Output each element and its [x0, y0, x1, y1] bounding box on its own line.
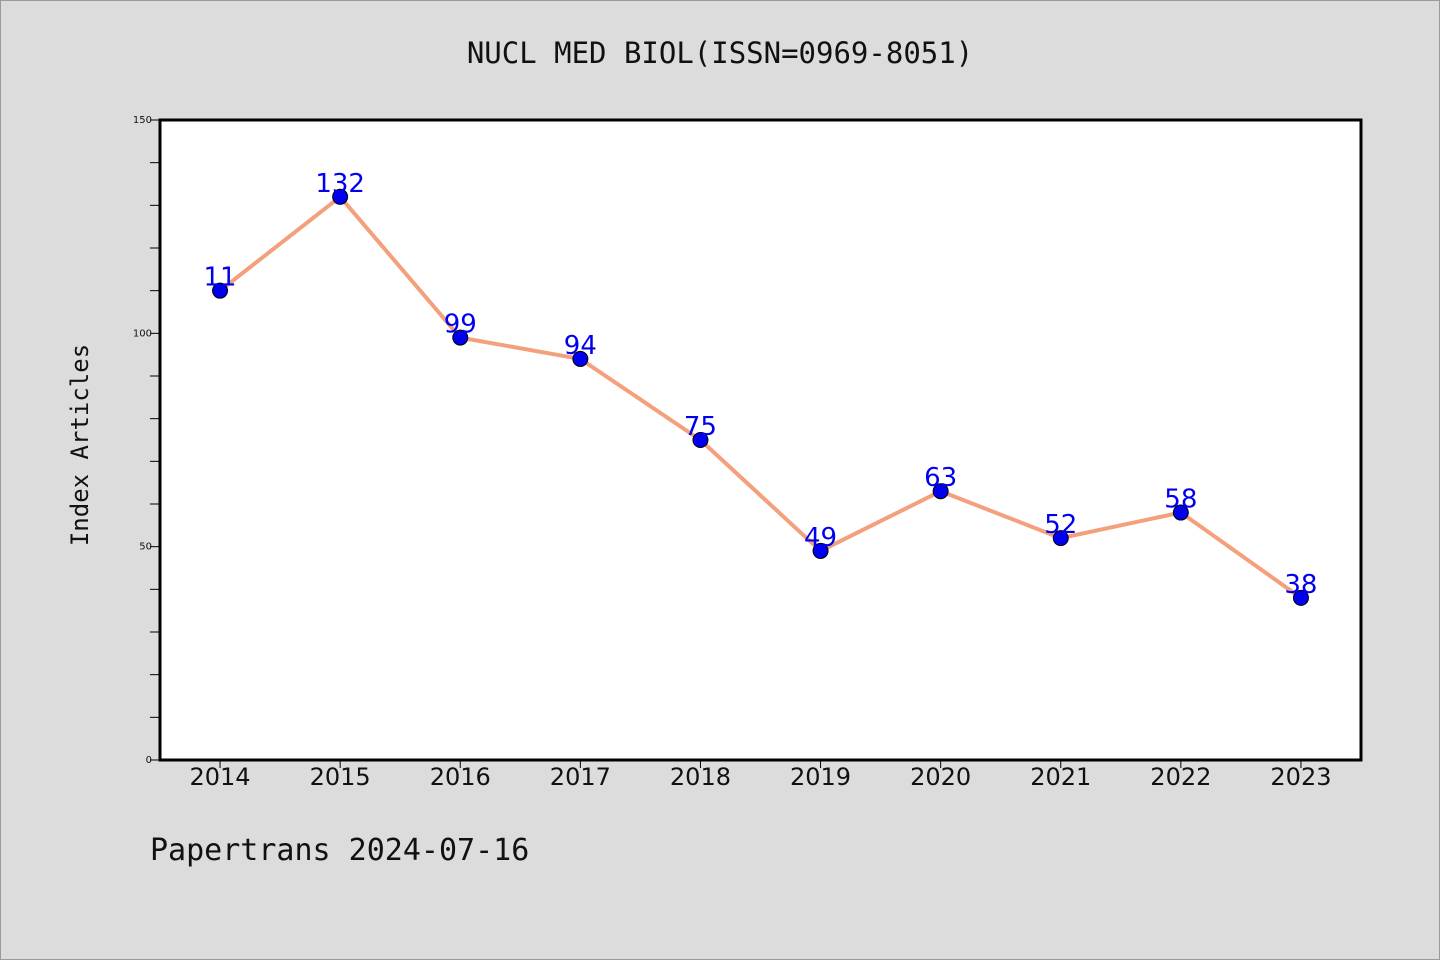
- data-point: [1292, 589, 1309, 606]
- chart-title: NUCL MED BIOL(ISSN=0969-8051): [466, 36, 974, 70]
- data-label: 38: [1284, 570, 1317, 600]
- x-tick-label: 2020: [910, 763, 971, 791]
- data-label: 58: [1164, 485, 1197, 515]
- y-tick-label: 150: [133, 115, 152, 126]
- plot-border: [158, 118, 1363, 762]
- plot-area: [160, 120, 1361, 760]
- x-tick-label: 2023: [1270, 763, 1331, 791]
- x-tick-label: 2017: [550, 763, 611, 791]
- x-tick-label: 2019: [790, 763, 851, 791]
- data-label: 63: [924, 463, 957, 493]
- data-label: 75: [684, 412, 717, 442]
- x-tick-label: 2021: [1030, 763, 1091, 791]
- x-tick-label: 2018: [670, 763, 731, 791]
- data-point: [212, 282, 229, 299]
- data-point: [332, 188, 349, 205]
- y-tick-label: 100: [133, 328, 152, 339]
- data-point: [932, 483, 949, 500]
- data-point: [452, 329, 469, 346]
- series-line: [218, 194, 1303, 600]
- data-label: 99: [444, 310, 477, 340]
- data-label: 94: [564, 331, 597, 361]
- data-point: [692, 432, 709, 448]
- x-tick-label: 2015: [310, 763, 371, 791]
- data-label: 52: [1044, 510, 1077, 540]
- x-tick-label: 2022: [1150, 763, 1211, 791]
- data-point: [1172, 504, 1189, 521]
- data-label: 49: [804, 523, 837, 553]
- data-point: [572, 350, 589, 367]
- x-tick-label: 2014: [190, 763, 251, 791]
- data-point: [1052, 530, 1069, 547]
- y-tick-label: 0: [146, 755, 152, 766]
- y-tick-label: 50: [139, 542, 152, 553]
- footer-credit: Papertrans 2024-07-16: [150, 833, 530, 868]
- data-label: 11: [204, 263, 237, 293]
- data-label: 132: [315, 169, 365, 199]
- data-point: [812, 542, 829, 559]
- x-tick-label: 2016: [430, 763, 491, 791]
